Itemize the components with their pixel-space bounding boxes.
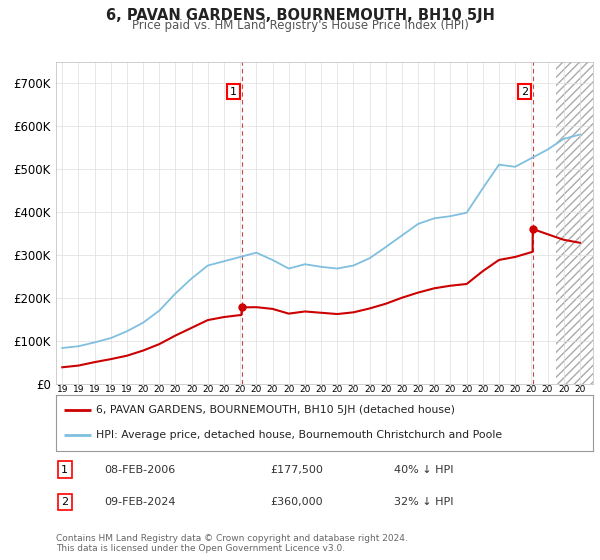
Text: 32% ↓ HPI: 32% ↓ HPI xyxy=(394,497,454,507)
Text: 08-FEB-2006: 08-FEB-2006 xyxy=(104,465,175,475)
Text: 09-FEB-2024: 09-FEB-2024 xyxy=(104,497,176,507)
Text: 6, PAVAN GARDENS, BOURNEMOUTH, BH10 5JH: 6, PAVAN GARDENS, BOURNEMOUTH, BH10 5JH xyxy=(106,8,494,24)
Text: 1: 1 xyxy=(61,465,68,475)
Text: Price paid vs. HM Land Registry's House Price Index (HPI): Price paid vs. HM Land Registry's House … xyxy=(131,19,469,32)
Text: Contains HM Land Registry data © Crown copyright and database right 2024.
This d: Contains HM Land Registry data © Crown c… xyxy=(56,534,407,553)
Bar xyxy=(556,62,593,384)
Text: 2: 2 xyxy=(521,87,528,97)
Text: £360,000: £360,000 xyxy=(271,497,323,507)
Text: £177,500: £177,500 xyxy=(271,465,323,475)
Text: 40% ↓ HPI: 40% ↓ HPI xyxy=(394,465,454,475)
Text: 1: 1 xyxy=(230,87,237,97)
Text: 6, PAVAN GARDENS, BOURNEMOUTH, BH10 5JH (detached house): 6, PAVAN GARDENS, BOURNEMOUTH, BH10 5JH … xyxy=(96,405,455,416)
Text: HPI: Average price, detached house, Bournemouth Christchurch and Poole: HPI: Average price, detached house, Bour… xyxy=(96,430,502,440)
Text: 2: 2 xyxy=(61,497,68,507)
